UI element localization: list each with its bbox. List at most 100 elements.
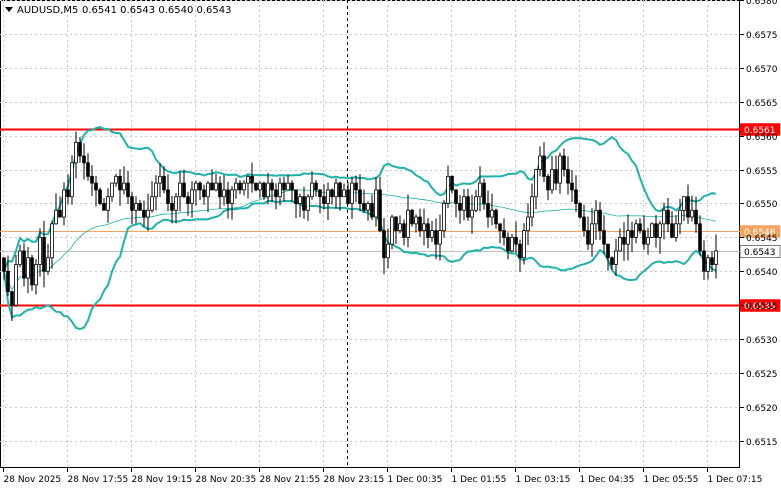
candle-body — [134, 203, 138, 211]
candle-body — [30, 257, 34, 286]
candle-body — [638, 223, 642, 232]
candle-body — [494, 209, 498, 225]
candle-body — [702, 250, 706, 272]
candle-body — [170, 203, 174, 211]
candle-body — [222, 189, 226, 198]
candle-body — [606, 243, 610, 259]
candle-body — [298, 196, 302, 204]
candle-body — [666, 209, 670, 225]
ohlc-readout: 0.6541 0.6543 0.6540 0.6543 — [82, 5, 232, 16]
candle-body — [346, 189, 350, 204]
candle-body — [394, 216, 398, 232]
x-tick-label: 1 Dec 00:35 — [388, 475, 443, 485]
level-label-last-price: 0.6543 — [744, 248, 776, 258]
candle-body — [694, 209, 698, 225]
candle-body — [550, 169, 554, 191]
candle-body — [386, 243, 390, 259]
candle-body — [278, 182, 282, 198]
candle-body — [662, 209, 666, 225]
candle-body — [710, 257, 714, 265]
candle-body — [122, 182, 126, 191]
candle-body — [38, 236, 42, 265]
symbol-label: AUDUSD,M5 — [17, 5, 78, 16]
candle-body — [658, 223, 662, 238]
candle-body — [202, 189, 206, 198]
y-tick-label: 0.6555 — [746, 167, 778, 177]
x-tick-label: 28 Nov 20:35 — [196, 475, 257, 485]
candle-body — [594, 209, 598, 225]
candle-body — [150, 196, 154, 211]
candle-body — [362, 203, 366, 211]
candle-body — [74, 142, 78, 164]
candle-body — [274, 189, 278, 198]
candle-body — [254, 182, 258, 191]
candle-body — [574, 189, 578, 204]
candle-body — [158, 175, 162, 184]
candle-body — [10, 291, 14, 306]
candle-body — [566, 169, 570, 184]
candle-body — [294, 189, 298, 204]
candle-body — [478, 182, 482, 198]
candle-body — [482, 182, 486, 204]
candle-body — [486, 203, 490, 218]
collapse-triangle-icon[interactable] — [5, 7, 13, 12]
candle-body — [14, 264, 18, 306]
candle-body — [90, 175, 94, 184]
candle-body — [142, 209, 146, 218]
candle-body — [670, 223, 674, 238]
candle-body — [206, 182, 210, 198]
level-label-box-mid — [739, 225, 781, 238]
x-tick-label: 28 Nov 19:15 — [132, 475, 193, 485]
candle-body — [390, 216, 394, 245]
level-label-support: 0.6535 — [744, 302, 776, 312]
candle-body — [306, 196, 310, 211]
candle-body — [446, 175, 450, 204]
level-label-resistance: 0.6561 — [744, 126, 776, 136]
candle-body — [562, 155, 566, 170]
candle-body — [598, 209, 602, 232]
y-tick-label: 0.6575 — [746, 31, 778, 41]
candle-body — [314, 182, 318, 191]
candle-body — [246, 175, 250, 184]
candle-body — [570, 182, 574, 191]
candle-body — [46, 257, 50, 272]
x-tick-label: 1 Dec 03:15 — [516, 475, 571, 485]
candle-body — [642, 230, 646, 245]
candle-body — [538, 155, 542, 170]
candle-body — [502, 230, 506, 238]
candle-body — [414, 216, 418, 225]
candle-body — [442, 203, 446, 232]
candle-body — [450, 175, 454, 191]
level-label-mid: 0.6546 — [744, 228, 776, 238]
candle-body — [226, 189, 230, 204]
candle-body — [286, 182, 290, 191]
candle-body — [138, 203, 142, 211]
candle-body — [682, 196, 686, 211]
candle-body — [210, 182, 214, 191]
candle-body — [378, 189, 382, 232]
bollinger-lower-band — [3, 200, 717, 331]
candle-body — [18, 250, 22, 265]
y-tick-label: 0.6580 — [746, 0, 778, 7]
candle-body — [558, 155, 562, 184]
candle-body — [690, 209, 694, 218]
candle-body — [466, 196, 470, 218]
candle-body — [358, 189, 362, 204]
candle-body — [174, 196, 178, 211]
candle-body — [58, 209, 62, 218]
candle-body — [418, 216, 422, 232]
y-tick-label: 0.6560 — [746, 133, 778, 143]
candle-body — [602, 230, 606, 245]
candle-body — [698, 223, 702, 252]
candle-body — [86, 162, 90, 177]
candle-body — [302, 196, 306, 211]
candle-body — [214, 182, 218, 191]
candle-body — [190, 189, 194, 204]
candle-body — [498, 223, 502, 232]
x-tick-label: 1 Dec 04:35 — [580, 475, 635, 485]
candle-body — [366, 203, 370, 211]
candle-body — [250, 175, 254, 184]
candle-body — [70, 162, 74, 198]
candle-body — [534, 169, 538, 198]
